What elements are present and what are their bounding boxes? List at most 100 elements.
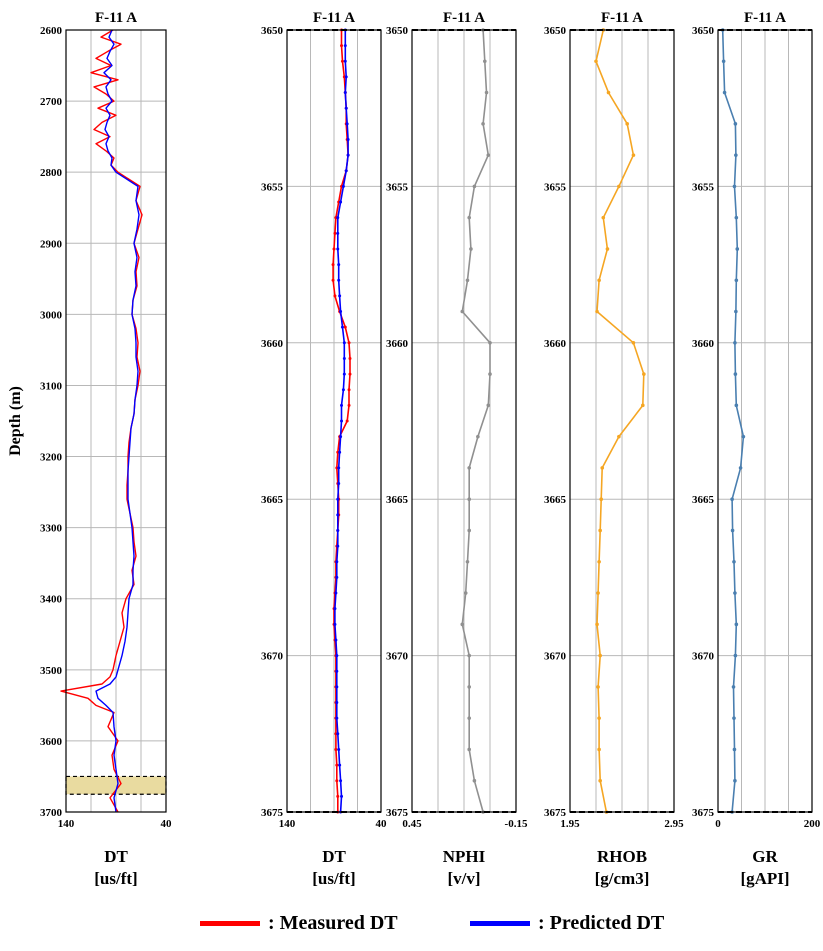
depth-tick-label: 3670 xyxy=(692,651,715,663)
data-point xyxy=(734,309,738,314)
data-point xyxy=(336,247,340,251)
track-title: F-11 A xyxy=(744,10,786,26)
data-point xyxy=(341,184,345,188)
x-tick-label: 0.45 xyxy=(402,818,422,830)
data-point xyxy=(337,482,341,486)
data-point xyxy=(730,497,734,502)
x-axis-label: RHOB xyxy=(597,847,647,866)
data-point xyxy=(467,685,472,689)
x-axis-unit: [us/ft] xyxy=(94,869,137,888)
track-title: F-11 A xyxy=(313,10,355,26)
data-point xyxy=(734,622,739,627)
x-axis-unit: [g/cm3] xyxy=(595,869,650,888)
well-log-figure: F-11 A 2600 2700 2800 2900 3000 3100 3200 3300 34… xyxy=(7,10,821,888)
depth-tick-label: 3655 xyxy=(261,181,284,193)
depth-tick-label: 3670 xyxy=(261,651,284,663)
data-point xyxy=(460,309,465,314)
data-point xyxy=(335,701,339,705)
data-point xyxy=(343,44,347,48)
data-point xyxy=(732,559,736,564)
data-point xyxy=(335,716,339,720)
data-point xyxy=(334,638,338,642)
x-tick-label: 0 xyxy=(715,818,721,830)
data-point xyxy=(336,544,340,548)
data-point xyxy=(338,763,342,767)
data-point xyxy=(333,294,337,298)
data-point xyxy=(469,247,473,251)
data-point xyxy=(625,122,629,126)
depth-tick-label: 3660 xyxy=(261,338,284,350)
data-point xyxy=(336,497,340,501)
data-point xyxy=(599,497,603,502)
data-point xyxy=(337,466,341,470)
data-point xyxy=(334,747,338,751)
data-point xyxy=(337,747,341,751)
depth-tick-label: 3660 xyxy=(386,338,409,350)
data-point xyxy=(343,59,347,63)
data-point xyxy=(631,153,636,157)
track-frame xyxy=(65,29,167,813)
data-point xyxy=(465,559,470,564)
data-point xyxy=(483,59,487,64)
data-point xyxy=(333,607,337,611)
data-point xyxy=(734,403,739,408)
data-point xyxy=(340,419,344,423)
depth-tick-label: 3665 xyxy=(386,494,409,506)
data-point xyxy=(344,106,348,110)
track-frame xyxy=(411,29,517,813)
data-point xyxy=(346,137,350,141)
legend-measured: : Measured DT xyxy=(200,908,398,938)
data-point xyxy=(345,419,349,423)
x-axis-label: DT xyxy=(104,847,128,866)
x-axis-label: DT xyxy=(322,847,346,866)
depth-tick-label: 2700 xyxy=(40,96,63,108)
data-point xyxy=(342,372,346,376)
data-point xyxy=(467,497,472,502)
data-point xyxy=(335,763,339,767)
data-point xyxy=(465,278,470,283)
data-point xyxy=(340,403,344,407)
data-point xyxy=(336,513,340,517)
data-point xyxy=(597,278,601,283)
data-point xyxy=(339,435,343,439)
data-point xyxy=(488,372,492,376)
data-point xyxy=(337,263,341,267)
track-2 xyxy=(286,28,382,814)
track-title: F-11 A xyxy=(95,10,137,26)
data-point xyxy=(467,528,472,533)
legend-predicted: : Predicted DT xyxy=(470,908,664,938)
depth-tick-label: 3665 xyxy=(544,494,567,506)
data-point xyxy=(733,372,738,376)
data-point xyxy=(339,200,343,204)
depth-tick-label: 3700 xyxy=(40,807,63,819)
depth-tick-label: 3660 xyxy=(692,338,715,350)
x-tick-label: 140 xyxy=(279,818,296,830)
depth-tick-label: 2600 xyxy=(40,25,63,37)
data-point xyxy=(339,310,343,314)
depth-tick-label: 3675 xyxy=(544,807,567,819)
data-point xyxy=(735,247,740,251)
x-tick-label: 40 xyxy=(161,818,173,830)
y-axis-label: Depth (m) xyxy=(7,386,24,456)
data-point xyxy=(488,341,492,345)
data-point xyxy=(344,169,348,173)
data-point xyxy=(338,450,342,454)
data-point xyxy=(605,247,610,251)
data-point xyxy=(334,591,338,595)
depth-tick-label: 3675 xyxy=(692,807,715,819)
series-line-nphi xyxy=(461,29,491,813)
data-point xyxy=(460,622,465,627)
data-point xyxy=(340,794,344,798)
data-point xyxy=(733,778,737,783)
x-axis-label: NPHI xyxy=(443,847,486,866)
depth-tick-label: 2800 xyxy=(40,167,63,179)
track-5 xyxy=(717,28,813,814)
data-point xyxy=(596,685,600,689)
data-point xyxy=(467,653,472,658)
data-point xyxy=(733,591,737,595)
depth-tick-label: 3655 xyxy=(544,181,567,193)
depth-tick-label: 3200 xyxy=(40,452,63,464)
track-frame xyxy=(569,29,675,813)
data-point xyxy=(734,215,739,220)
data-point xyxy=(642,372,646,376)
